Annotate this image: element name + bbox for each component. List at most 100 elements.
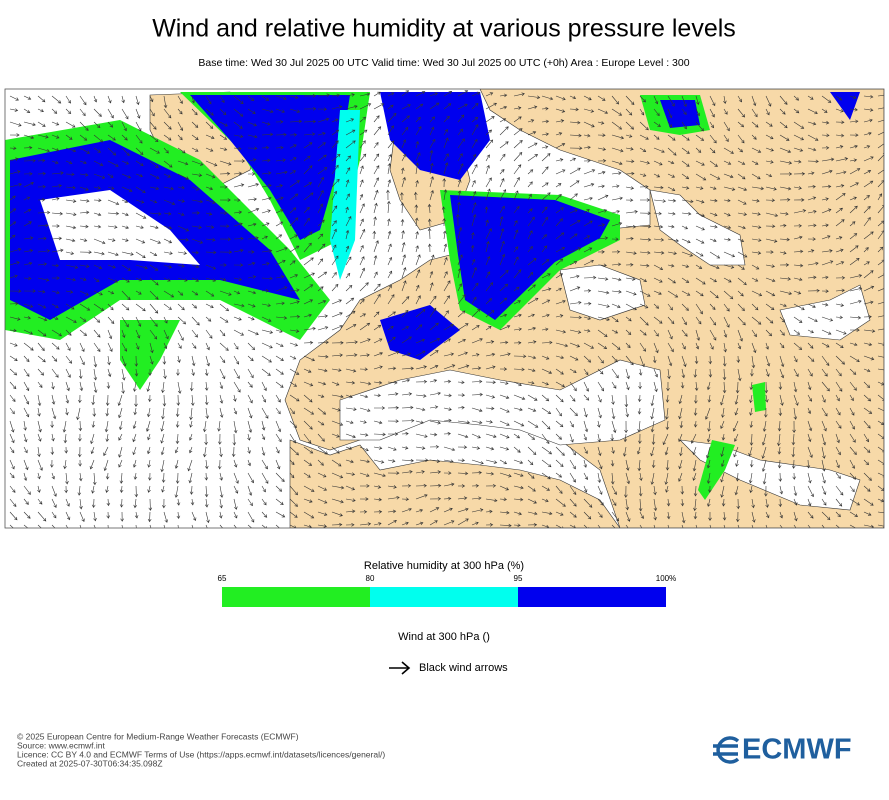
wind-arrow — [737, 95, 742, 103]
wind-arrow — [401, 296, 410, 305]
wind-arrow — [37, 158, 46, 163]
wind-arrow — [65, 277, 76, 282]
wind-arrow — [471, 407, 483, 413]
wind-arrow — [723, 303, 730, 312]
wind-arrow — [709, 224, 718, 229]
wind-arrow — [415, 365, 427, 370]
wind-arrow — [849, 299, 862, 305]
wind-arrow — [471, 496, 482, 501]
wind-arrow — [821, 485, 827, 495]
wind-arrow — [499, 367, 508, 371]
logo-icon — [713, 736, 740, 764]
wind-arrow — [429, 189, 434, 201]
wind-arrow — [233, 381, 241, 393]
wind-arrow — [275, 446, 280, 454]
wind-arrow — [261, 355, 272, 363]
wind-arrow — [499, 523, 512, 528]
wind-arrow — [78, 459, 82, 467]
wind-arrow — [93, 160, 104, 167]
wind-arrow — [132, 433, 137, 443]
wind-arrow — [666, 381, 670, 392]
wind-arrow — [457, 128, 463, 136]
wind-arrow — [765, 524, 768, 528]
wind-arrow — [499, 313, 508, 318]
wind-arrow — [807, 381, 812, 391]
wind-arrow — [709, 264, 720, 270]
wind-arrow — [777, 420, 782, 432]
wind-arrow — [65, 329, 72, 336]
wind-arrow — [485, 298, 492, 305]
wind-arrow — [65, 342, 71, 352]
wind-arrow — [807, 433, 812, 443]
wind-arrow — [667, 147, 677, 156]
wind-arrow — [345, 340, 358, 344]
wind-arrow — [583, 169, 596, 175]
wind-arrow — [653, 238, 665, 242]
wind-arrow — [51, 290, 60, 295]
wind-arrow — [91, 394, 96, 406]
wind-arrow — [821, 446, 826, 459]
wind-arrow — [387, 256, 393, 266]
wind-arrow — [93, 251, 105, 256]
wind-arrow — [132, 420, 137, 429]
wind-arrow — [9, 524, 14, 528]
wind-arrow — [64, 485, 68, 494]
wind-arrow — [863, 459, 870, 466]
wind-arrow — [303, 355, 316, 362]
wind-arrow — [93, 95, 98, 103]
wind-arrow — [485, 394, 496, 399]
wind-arrow — [569, 209, 578, 214]
wind-arrow — [261, 196, 272, 201]
wind-arrow — [751, 316, 762, 325]
wind-arrow — [471, 446, 481, 450]
wind-arrow — [499, 253, 506, 266]
wind-arrow — [247, 134, 258, 139]
wind-arrow — [821, 169, 833, 175]
wind-arrow — [331, 164, 339, 175]
wind-arrow — [149, 225, 159, 230]
wind-arrow — [807, 121, 817, 126]
wind-arrow — [513, 485, 524, 490]
wind-arrow — [720, 472, 725, 483]
wind-arrow — [373, 522, 382, 526]
wind-arrow — [415, 254, 421, 266]
wind-arrow — [107, 251, 119, 257]
wind-arrow — [541, 132, 550, 137]
wind-arrow — [23, 485, 31, 495]
wind-arrow — [681, 524, 684, 528]
wind-arrow — [135, 251, 146, 259]
wind-arrow — [695, 160, 705, 166]
wind-arrow — [37, 95, 46, 103]
wind-arrow — [261, 171, 272, 175]
wind-arrow — [471, 459, 484, 465]
wind-arrow — [149, 108, 155, 117]
wind-arrow — [555, 169, 566, 175]
wind-arrow — [779, 329, 785, 336]
wind-arrow — [499, 352, 511, 357]
wind-arrow — [289, 193, 299, 201]
wind-arrow — [387, 163, 392, 175]
wind-arrow — [219, 250, 233, 254]
wind-arrow — [555, 511, 564, 516]
wind-arrow — [429, 295, 437, 305]
wind-arrow — [401, 336, 412, 344]
wind-arrow — [219, 355, 226, 364]
wind-arrow — [597, 524, 601, 528]
wind-arrow — [373, 497, 383, 502]
wind-arrow — [485, 116, 495, 123]
wind-arrow — [779, 121, 788, 129]
wind-arrow — [779, 160, 793, 165]
wind-arrow — [708, 355, 713, 365]
wind-arrow — [163, 511, 169, 523]
wind-arrow — [793, 134, 805, 141]
wind-arrow — [37, 289, 46, 294]
wind-arrow — [205, 186, 214, 191]
wind-arrow — [877, 119, 884, 123]
wind-arrow — [877, 93, 884, 98]
wind-arrow — [345, 215, 352, 227]
wind-arrow — [821, 368, 828, 377]
wind-arrow — [191, 329, 198, 338]
wind-arrow — [485, 433, 497, 438]
wind-arrow — [387, 270, 393, 279]
wind-arrow — [443, 407, 452, 411]
